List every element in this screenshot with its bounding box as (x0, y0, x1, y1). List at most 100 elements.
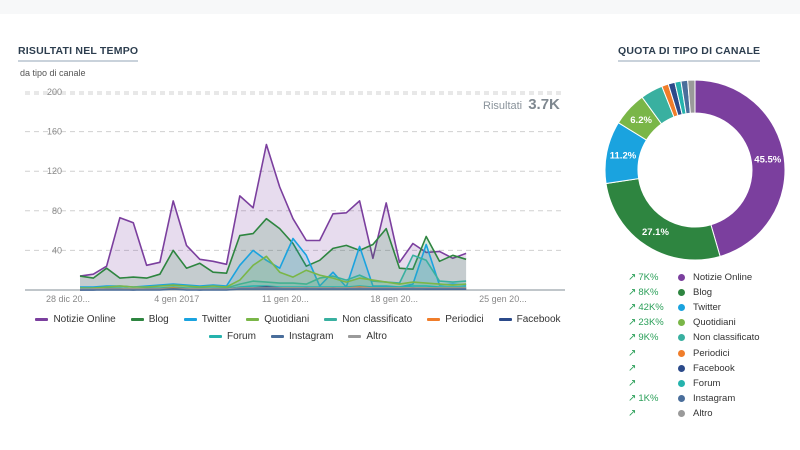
legend-item-forum[interactable]: Forum (209, 331, 256, 342)
trend-up-icon: ↗ (628, 362, 637, 374)
series-line-altro[interactable] (80, 287, 467, 290)
top-bar (0, 0, 800, 14)
legend-item-twitter[interactable]: Twitter (183, 314, 231, 325)
results-value: 3.7K (528, 96, 560, 113)
y-tick-label: 40 (52, 245, 62, 255)
share-color-dot (678, 304, 685, 312)
trend-value: 7K% (638, 272, 659, 284)
share-color-dot (678, 379, 685, 387)
legend-item-quotidiani[interactable]: Quotidiani (246, 314, 309, 325)
results-summary: Risultati 3.7K (483, 96, 560, 113)
share-label: Instagram (693, 392, 736, 404)
trend-up-icon: ↗ (628, 392, 637, 404)
legend-swatch (246, 318, 260, 321)
legend-item-blog[interactable]: Blog (130, 314, 169, 325)
share-row-instagram[interactable]: ↗ 1K% Instagram (628, 391, 760, 406)
legend-item-altro[interactable]: Altro (348, 331, 387, 342)
share-row-altro[interactable]: ↗ Altro (628, 406, 760, 421)
trend-indicator: ↗ (628, 378, 678, 389)
trend-up-icon: ↗ (628, 302, 637, 314)
trend-value: 9K% (638, 332, 659, 344)
share-label: Quotidiani (693, 317, 736, 329)
legend-swatch (183, 318, 197, 321)
donut-slice-label: 45.5% (754, 155, 781, 166)
series-line-quotidiani[interactable] (80, 255, 467, 289)
trend-value: 42K% (638, 302, 664, 314)
legend-swatch (427, 318, 441, 321)
chart-title-channel-share: QUOTA DI TIPO DI CANALE (618, 45, 761, 62)
legend-swatch (270, 335, 284, 338)
trend-up-icon: ↗ (628, 347, 637, 359)
share-row-blog[interactable]: ↗ 8K% Blog (628, 285, 760, 300)
legend-label: Altro (366, 331, 387, 342)
y-tick-label: 80 (52, 206, 62, 216)
trend-indicator: ↗ (628, 363, 678, 374)
series-area-non-classificato (80, 255, 467, 290)
share-color-dot (678, 349, 685, 357)
channel-share-list: ↗ 7K% Notizie Online ↗ 8K% Blog ↗ 42K% Twitter ↗ 2… (628, 270, 760, 421)
trend-indicator: ↗ 7K% (628, 272, 678, 283)
trend-indicator: ↗ (628, 408, 678, 419)
legend-swatch (209, 335, 223, 338)
y-tick-label: 160 (47, 127, 62, 137)
share-row-twitter[interactable]: ↗ 42K% Twitter (628, 300, 760, 315)
series-line-notizie-online[interactable] (79, 143, 467, 277)
share-label: Facebook (693, 362, 735, 374)
series-line-instagram[interactable] (80, 288, 467, 291)
legend-swatch (348, 335, 362, 338)
legend-label: Instagram (288, 331, 334, 342)
share-color-dot (678, 409, 685, 417)
share-label: Twitter (693, 302, 721, 314)
donut-slice-label: 11.2% (610, 150, 637, 161)
y-tick-label: 120 (47, 166, 62, 176)
legend-label: Forum (227, 331, 256, 342)
legend-label: Notizie Online (53, 314, 116, 325)
legend-swatch (498, 318, 512, 321)
legend-item-facebook[interactable]: Facebook (498, 314, 561, 325)
donut-slice-altro[interactable] (687, 79, 696, 114)
share-label: Forum (693, 377, 721, 389)
donut-slice-label: 27.1% (642, 227, 669, 238)
share-row-facebook[interactable]: ↗ Facebook (628, 361, 760, 376)
share-row-quotidiani[interactable]: ↗ 23K% Quotidiani (628, 315, 760, 330)
legend-item-periodici[interactable]: Periodici (427, 314, 484, 325)
x-tick-label: 18 gen 20... (370, 294, 418, 304)
legend-item-instagram[interactable]: Instagram (270, 331, 334, 342)
share-color-dot (678, 364, 685, 372)
trend-indicator: ↗ 23K% (628, 317, 678, 328)
x-tick-label: 28 dic 20... (46, 294, 90, 304)
series-area-quotidiani (80, 256, 467, 290)
trend-indicator: ↗ (628, 348, 678, 359)
donut-slice-blog[interactable] (605, 177, 721, 261)
legend-label: Blog (148, 314, 169, 325)
legend-swatch (130, 318, 144, 321)
donut-slice-notizie-online[interactable] (694, 79, 786, 258)
legend-label: Facebook (516, 314, 561, 325)
share-row-forum[interactable]: ↗ Forum (628, 376, 760, 391)
channel-share-donut: 45.5% 27.1% 11.2% 6.2% (604, 79, 786, 261)
share-row-non-classificato[interactable]: ↗ 9K% Non classificato (628, 330, 760, 345)
trend-up-icon: ↗ (628, 272, 637, 284)
series-line-blog[interactable] (79, 217, 467, 279)
trend-up-icon: ↗ (628, 317, 637, 329)
chart-title-results-over-time: RISULTATI NEL TEMPO (18, 45, 139, 62)
share-color-dot (678, 289, 685, 297)
legend-item-non-classificato[interactable]: Non classificato (324, 314, 412, 325)
share-color-dot (678, 319, 685, 327)
share-row-periodici[interactable]: ↗ Periodici (628, 345, 760, 360)
legend-label: Non classificato (342, 314, 413, 325)
trend-up-icon: ↗ (628, 287, 637, 299)
share-row-notizie-online[interactable]: ↗ 7K% Notizie Online (628, 270, 760, 285)
share-label: Blog (693, 287, 713, 299)
legend-label: Periodici (445, 314, 484, 325)
legend-item-notizie-online[interactable]: Notizie Online (35, 314, 116, 325)
trend-value: 1K% (638, 392, 659, 404)
chart-subtitle: da tipo di canale (20, 68, 86, 78)
series-line-non-classificato[interactable] (80, 254, 467, 290)
x-tick-label: 25 gen 20... (479, 294, 527, 304)
chart-legend: Notizie Online Blog Twitter Quotidiani Non c… (18, 314, 578, 342)
trend-indicator: ↗ 9K% (628, 332, 678, 343)
x-tick-label: 4 gen 2017 (154, 294, 199, 304)
trend-up-icon: ↗ (628, 332, 637, 344)
trend-value: 23K% (638, 317, 664, 329)
